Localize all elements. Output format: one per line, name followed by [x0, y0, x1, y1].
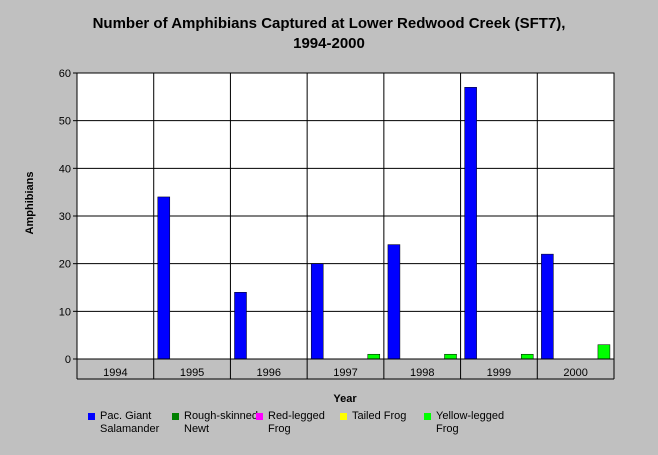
chart-title: Number of Amphibians Captured at Lower R…: [0, 14, 658, 54]
legend-label: Tailed Frog: [352, 410, 407, 422]
legend-swatch: [256, 413, 263, 420]
x-tick-label: 1995: [180, 367, 204, 379]
bar: [444, 353, 457, 360]
bar: [310, 263, 324, 360]
x-tick-label: 1997: [333, 367, 357, 379]
bar: [520, 353, 534, 360]
chart-title-line-1: Number of Amphibians Captured at Lower R…: [92, 15, 566, 32]
y-tick-label: 60: [59, 68, 71, 80]
y-tick-label: 50: [59, 116, 71, 128]
x-tick-label: 1998: [410, 367, 434, 379]
y-tick-label: 0: [65, 354, 71, 366]
y-tick-label: 10: [59, 306, 71, 318]
legend-swatch: [172, 413, 179, 420]
x-axis-label: Year: [333, 393, 357, 405]
x-tick-label: 1999: [487, 367, 511, 379]
legend-swatch: [424, 413, 431, 420]
x-tick-label: 1996: [257, 367, 281, 379]
x-tick-label: 1994: [103, 367, 127, 379]
bar: [541, 253, 554, 360]
bar: [387, 244, 401, 360]
x-tick-label: 2000: [563, 367, 587, 379]
legend-swatch: [340, 413, 347, 420]
bar: [464, 87, 477, 360]
legend-label: Yellow-legged Frog: [436, 410, 505, 435]
legend-swatch: [88, 413, 95, 420]
plot-area: 0 10 20 30 40 50 60 1994 1995 1996 1997 1998 1999 200…: [59, 68, 615, 380]
bar: [367, 353, 381, 360]
legend-label: Red-legged Frog: [268, 410, 325, 435]
y-tick-label: 30: [59, 211, 71, 223]
legend: Pac. Giant Salamander Rough-skinned Newt Red…: [88, 410, 648, 446]
bar: [234, 292, 247, 360]
bar: [597, 344, 611, 360]
y-tick-label: 40: [59, 163, 71, 175]
bar: [157, 196, 171, 360]
plot-border: [76, 72, 615, 360]
chart-title-line-2: 1994-2000: [293, 35, 365, 52]
y-tick-label: 20: [59, 259, 71, 271]
legend-label: Rough-skinned Newt: [184, 410, 258, 435]
legend-label: Pac. Giant Salamander: [100, 410, 160, 435]
y-axis-label: Amphibians: [24, 172, 36, 235]
